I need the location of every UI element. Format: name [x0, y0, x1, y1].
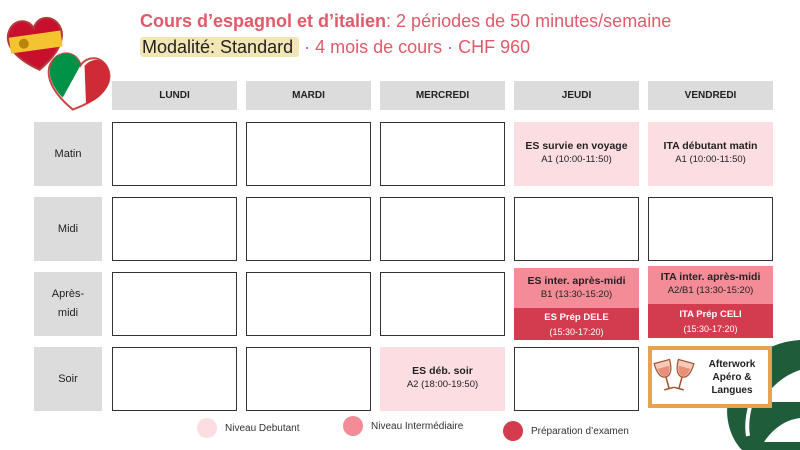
day-header-mercredi: MERCREDI [380, 81, 505, 110]
cell-lundi-apres-midi [112, 272, 237, 336]
cell-jeudi-soir [514, 347, 639, 411]
exam-time: (15:30-17:20) [549, 327, 604, 337]
exam-title: ITA Prép CELI [679, 309, 742, 320]
cell-mercredi-midi [380, 197, 505, 261]
course-jeudi-apres-midi: ES inter. après-midi B1 (13:30-15:20) ES… [514, 268, 639, 340]
row-header-midi: Midi [34, 197, 102, 261]
course-vendredi-matin: ITA débutant matin A1 (10:00-11:50) [648, 122, 773, 186]
day-header-jeudi: JEUDI [514, 81, 639, 110]
cell-mardi-matin [246, 122, 371, 186]
flag-hearts-icon [6, 16, 111, 111]
course-time: A2/B1 (13:30-15:20) [667, 285, 754, 296]
course-vendredi-apres-midi: ITA inter. après-midi A2/B1 (13:30-15:20… [648, 266, 773, 338]
course-title: ES inter. après-midi [527, 275, 626, 287]
legend-debutant: Niveau Debutant [197, 418, 300, 438]
legend-dot-debutant [197, 418, 217, 438]
page-subtitle: Modalité: Standard · 4 mois de cours · C… [140, 37, 531, 57]
exam-time: (15:30-17:20) [683, 324, 738, 334]
afterwork-event: Afterwork Apéro & Langues [648, 346, 772, 408]
cell-mardi-soir [246, 347, 371, 411]
day-header-mardi: MARDI [246, 81, 371, 110]
legend-intermediaire: Niveau Intermédiaire [343, 416, 463, 436]
exam-prep-vendredi: ITA Prép CELI (15:30-17:20) [648, 304, 773, 338]
row-header-matin: Matin [34, 122, 102, 186]
cell-jeudi-midi [514, 197, 639, 261]
cell-lundi-midi [112, 197, 237, 261]
row-header-apres-midi: Après-midi [34, 272, 102, 336]
legend-examen: Préparation d’examen [503, 421, 629, 441]
exam-prep-jeudi: ES Prép DELE (15:30-17:20) [514, 308, 639, 340]
modality-tag: Modalité: Standard [140, 37, 300, 57]
cell-mardi-apres-midi [246, 272, 371, 336]
day-header-vendredi: VENDREDI [648, 81, 773, 110]
wine-glasses-icon [653, 358, 695, 391]
cell-vendredi-midi [648, 197, 773, 261]
course-time: A1 (10:00-11:50) [675, 154, 746, 165]
cell-lundi-matin [112, 122, 237, 186]
course-title: ES déb. soir [412, 365, 473, 377]
course-mercredi-soir: ES déb. soir A2 (18:00-19:50) [380, 347, 505, 411]
exam-title: ES Prép DELE [544, 312, 609, 323]
cell-mardi-midi [246, 197, 371, 261]
header: Cours d’espagnol et d’italien: 2 période… [140, 10, 790, 58]
day-header-lundi: LUNDI [112, 81, 237, 110]
course-time: A2 (18:00-19:50) [406, 379, 479, 390]
row-header-soir: Soir [34, 347, 102, 411]
course-title: ITA inter. après-midi [660, 271, 761, 283]
cell-mercredi-apres-midi [380, 272, 505, 336]
legend-dot-intermediaire [343, 416, 363, 436]
cell-mercredi-matin [380, 122, 505, 186]
course-time: A1 (10:00-11:50) [541, 154, 612, 165]
course-time: B1 (13:30-15:20) [540, 289, 613, 300]
cell-lundi-soir [112, 347, 237, 411]
page-title: Cours d’espagnol et d’italien: 2 période… [140, 11, 672, 31]
course-title: ES survie en voyage [525, 140, 628, 152]
afterwork-label: Afterwork Apéro & Langues [708, 358, 756, 396]
course-title: ITA débutant matin [663, 140, 758, 152]
course-jeudi-matin: ES survie en voyage A1 (10:00-11:50) [514, 122, 639, 186]
legend-dot-examen [503, 421, 523, 441]
